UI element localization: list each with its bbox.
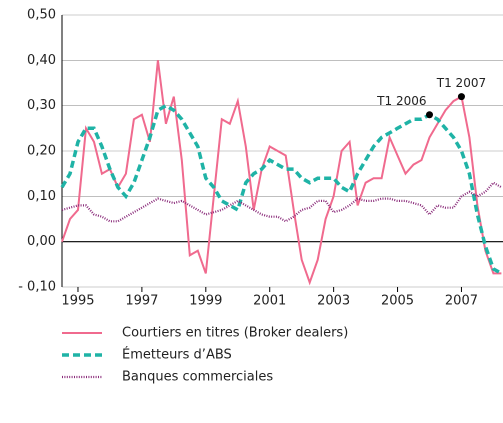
legend-label: Émetteurs d’ABS (122, 347, 232, 363)
y-tick-label: 0,10 (27, 189, 56, 204)
y-tick-label: 0,30 (27, 98, 56, 113)
legend-label: Banques commerciales (122, 370, 273, 385)
series-line (61, 181, 502, 223)
annotation-label: T1 2006 (376, 94, 426, 108)
x-tick-label: 1999 (189, 294, 222, 309)
y-tick-label: 0,40 (27, 53, 56, 68)
x-tick-label: 2007 (445, 294, 478, 309)
x-tick-label: 2003 (317, 294, 350, 309)
x-tick-label: 1995 (61, 294, 94, 309)
legend-label: Courtiers en titres (Broker dealers) (122, 326, 348, 341)
y-tick-label: 0,20 (27, 144, 56, 159)
annotation-point (426, 111, 433, 119)
series-line (61, 60, 502, 286)
series-line (60, 103, 503, 275)
y-tick-label: 0,50 (27, 8, 56, 23)
y-tick-label: 0,00 (27, 234, 56, 249)
x-tick-label: 1997 (125, 294, 158, 309)
annotation-label: T1 2007 (436, 76, 486, 90)
y-tick-label: - 0,10 (18, 280, 56, 295)
x-tick-label: 2005 (381, 294, 414, 309)
x-tick-label: 2001 (253, 294, 286, 309)
annotation-point (457, 93, 465, 101)
